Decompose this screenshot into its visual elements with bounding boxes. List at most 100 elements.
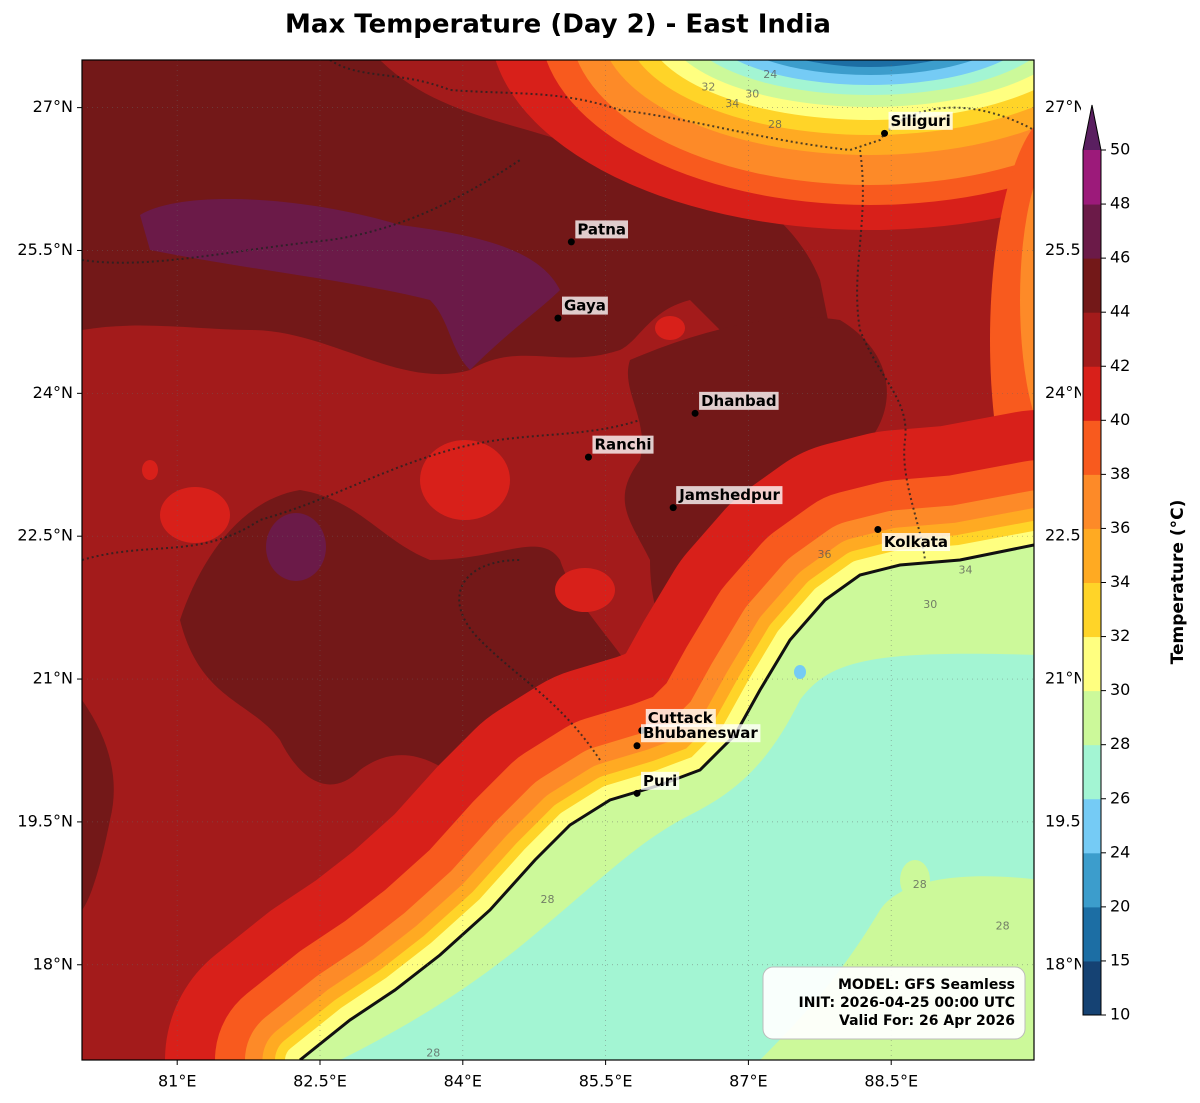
x-tick-label: 82.5°E — [293, 1072, 347, 1091]
border — [458, 559, 601, 761]
colorbar-tick-label: 26 — [1110, 788, 1130, 807]
colorbar-segment — [1083, 690, 1101, 746]
right-axis: 18°N 19.5°N 21°N 22.5°N 24°N 25.5°N 27°N — [1045, 97, 1101, 973]
x-tick-label: 85.5°E — [579, 1072, 633, 1091]
contour-label: 28 — [996, 920, 1010, 933]
city-label-bg — [575, 220, 629, 239]
city-label-bg — [592, 435, 654, 454]
colorbar-tick-label: 40 — [1110, 410, 1130, 429]
y-tick-label-right: 21°N — [1045, 669, 1085, 688]
colorbar: 10 15 20 24 26 28 30 32 34 36 38 40 42 44 46 48 50 — [1082, 104, 1130, 1024]
x-tick-label: 88.5°E — [864, 1072, 918, 1091]
y-tick-label-right: 27°N — [1045, 97, 1085, 116]
x-tick-label: 81°E — [158, 1072, 196, 1091]
colorbar-tick-label: 46 — [1110, 248, 1130, 267]
map-frame — [81, 59, 1035, 1061]
city-label-bg — [881, 533, 951, 552]
border — [82, 419, 641, 561]
y-tick-label: 21°N — [33, 669, 73, 688]
contour-label: 28 — [913, 878, 927, 891]
colorbar-segment — [1083, 204, 1101, 259]
city-label: Ranchi — [594, 436, 651, 454]
city-marker — [633, 742, 641, 750]
city-label: Dhanbad — [701, 392, 777, 410]
cities: Patna Gaya Dhanbad Ranchi Jamshedpur Kolkata C… — [554, 111, 953, 797]
colorbar-segment — [1083, 528, 1101, 583]
contour-label: 28 — [541, 893, 555, 906]
colorbar-segment — [1083, 258, 1101, 313]
colorbar-extend — [1083, 105, 1101, 150]
colorbar-segment — [1083, 312, 1101, 367]
field-40 — [160, 487, 230, 543]
colorbar-tick-label: 44 — [1110, 302, 1130, 321]
y-tick-label: 25.5°N — [17, 240, 73, 259]
city-marker — [874, 526, 882, 534]
city-label: Kolkata — [884, 533, 948, 551]
title: Max Temperature (Day 2) - East India — [285, 10, 831, 40]
colorbar-segment — [1083, 960, 1101, 1016]
y-tick-label-right: 19.5°N — [1045, 811, 1101, 830]
field-40 — [655, 316, 685, 340]
field-40 — [555, 568, 615, 612]
colorbar-tick-label: 15 — [1110, 950, 1130, 969]
contour-label: 34 — [958, 563, 972, 576]
field-40 — [142, 460, 158, 480]
city-label: Jamshedpur — [678, 486, 780, 504]
info-text: MODEL: GFS Seamless — [838, 977, 1015, 993]
contour-label: 28 — [426, 1046, 440, 1059]
city-marker — [567, 238, 575, 246]
contour-label: 28 — [768, 118, 782, 131]
colorbar-segment — [1083, 366, 1101, 421]
city-marker — [691, 409, 699, 417]
city-label-bg — [676, 486, 783, 505]
city-label: Bhubaneswar — [643, 724, 758, 742]
contour-label: 34 — [725, 97, 739, 110]
y-tick-label: 24°N — [33, 383, 73, 402]
colorbar-segment — [1083, 150, 1101, 205]
city-marker — [881, 129, 889, 137]
field-46 — [140, 198, 560, 370]
city-label-bg — [888, 111, 953, 130]
city-label-bg — [562, 296, 608, 315]
contour-label: 36 — [818, 548, 832, 561]
info-box: MODEL: GFS Seamless INIT: 2026-04-25 00:… — [762, 966, 1026, 1040]
border — [82, 159, 521, 264]
city-label-bg — [641, 771, 680, 790]
borders — [82, 60, 1034, 761]
contour-label: 30 — [923, 598, 937, 611]
sea-24 — [794, 665, 806, 679]
y-tick-label-right: 18°N — [1045, 954, 1085, 973]
city-marker — [554, 314, 562, 322]
city-label: Gaya — [564, 297, 606, 315]
y-tick-label: 27°N — [33, 97, 73, 116]
colorbar-tick-label: 50 — [1110, 140, 1130, 159]
contour-label: 32 — [701, 81, 715, 94]
x-tick-label: 84°E — [444, 1072, 482, 1091]
field-east — [1020, 186, 1034, 414]
colorbar-tick-label: 48 — [1110, 194, 1130, 213]
colorbar-segment — [1083, 852, 1101, 908]
info-frame — [762, 966, 1026, 1040]
colorbar-frame — [1082, 104, 1102, 1016]
colorbar-segment — [1083, 798, 1101, 854]
colorbar-tick-label: 32 — [1110, 626, 1130, 645]
city-marker — [669, 504, 677, 512]
city-label-bg — [641, 724, 761, 743]
colorbar-tick-label: 36 — [1110, 518, 1130, 537]
colorbar-tick-label: 28 — [1110, 734, 1130, 753]
y-tick-label: 22.5°N — [17, 526, 73, 545]
graticule — [82, 60, 1034, 1060]
info-text: Valid For: 26 Apr 2026 — [839, 1013, 1015, 1029]
field-44 — [82, 700, 114, 910]
colorbar-tick-label: 10 — [1110, 1005, 1130, 1024]
colorbar-segment — [1083, 906, 1101, 962]
colorbar-tick-label: 38 — [1110, 464, 1130, 483]
colorbar-tick-label: 20 — [1110, 896, 1130, 915]
colorbar-label: Temperature (°C) — [1168, 500, 1188, 665]
city-label-bg — [699, 391, 779, 410]
field-40 — [420, 440, 510, 520]
field-ne — [803, 60, 937, 67]
field-ne — [766, 60, 974, 75]
city-label-bg — [645, 708, 716, 727]
